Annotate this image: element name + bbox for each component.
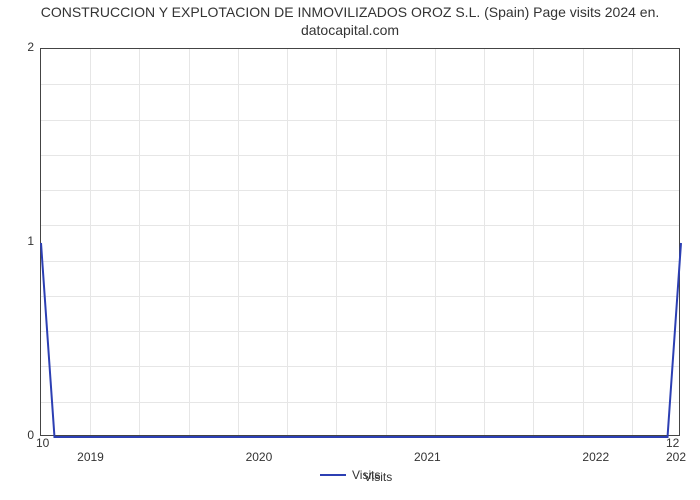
x-tick-label: 2021: [414, 450, 441, 464]
chart-container: CONSTRUCCION Y EXPLOTACION DE INMOVILIZA…: [0, 0, 700, 500]
y-tick-label: 2: [4, 40, 34, 54]
legend: Visits: [320, 468, 380, 482]
y2-tick-label: 12: [666, 436, 679, 450]
y-tick-label: 1: [4, 234, 34, 248]
legend-swatch: [320, 474, 346, 476]
plot-area: [40, 48, 680, 436]
chart-title-line2: datocapital.com: [0, 22, 700, 40]
y-tick-label: 0: [4, 428, 34, 442]
series-line: [41, 49, 681, 437]
y2-tick-label: 10: [36, 436, 66, 450]
x-tick-label: 202: [666, 450, 686, 464]
x-tick-label: 2019: [77, 450, 104, 464]
legend-label: Visits: [352, 468, 380, 482]
chart-title-line1: CONSTRUCCION Y EXPLOTACION DE INMOVILIZA…: [0, 4, 700, 22]
x-tick-label: 2022: [582, 450, 609, 464]
x-tick-label: 2020: [246, 450, 273, 464]
chart-title: CONSTRUCCION Y EXPLOTACION DE INMOVILIZA…: [0, 4, 700, 39]
